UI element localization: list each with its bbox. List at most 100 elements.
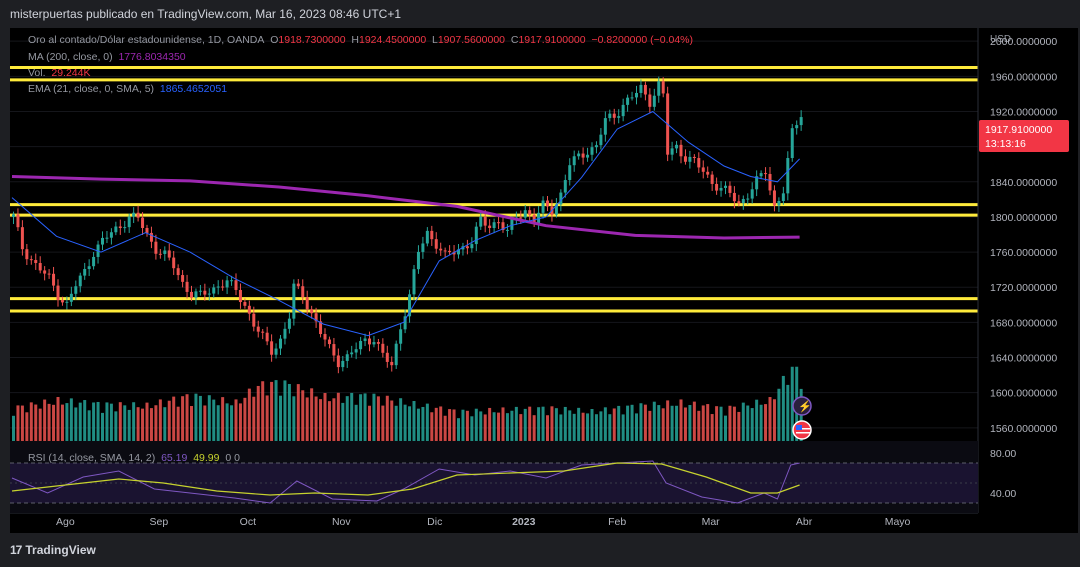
candle [301,286,305,298]
time-tick-label: Oct [240,516,256,528]
volume-bar [479,411,483,441]
volume-bar [764,404,768,441]
volume-bar [261,381,265,441]
price-axis [978,28,1078,513]
volume-bar [176,406,180,441]
volume-bar [376,396,380,441]
candle [795,125,799,129]
candle [697,158,701,168]
volume-bar [657,405,661,441]
candle [563,180,567,193]
candle [190,291,193,298]
volume-bar [590,409,594,441]
volume-bar [52,404,56,441]
price-tick-label: 1600.0000000 [990,388,1057,400]
candle [764,173,768,175]
vol-value: 29.244K [51,67,91,79]
candle [310,309,314,314]
time-tick-label: Sep [150,516,169,528]
volume-bar [608,414,612,441]
rsi-line [11,460,800,504]
volume-bar [425,403,429,441]
volume-bar [679,399,683,441]
volume-bar [310,388,314,441]
axis-unit-label: USD [990,34,1011,45]
candle [559,192,563,205]
open-label: O [270,34,279,46]
volume-bar [510,410,514,441]
volume-bar [594,414,598,441]
candle [56,285,60,301]
candle [292,283,296,319]
candle [443,250,447,252]
volume-bar [710,414,714,441]
flash-icon[interactable]: ⚡ [792,396,812,416]
candle [786,158,790,194]
candle [546,200,549,207]
volume-bar [136,407,140,441]
countdown-label: 13:13:16 [985,138,1026,150]
candle [590,147,594,155]
open-value: 1918.7300000 [278,34,346,46]
rsi-value: 65.19 [161,452,188,464]
svg-text:⚡: ⚡ [798,400,812,413]
candle [270,341,274,355]
candle [341,360,345,368]
tradingview-logo[interactable]: 17 TradingView [10,543,96,557]
volume-bar [497,412,501,441]
volume-bar [541,406,545,441]
candle [332,344,336,356]
volume-bar [225,403,229,441]
volume-bar [167,400,171,441]
volume-bar [118,402,122,441]
volume-bar [92,402,96,441]
publish-header: misterpuertas publicado en TradingView.c… [10,7,401,21]
volume-bar [270,381,274,441]
ma-label: MA (200, close, 0) [28,51,113,63]
candle [532,214,536,224]
candle [238,289,242,303]
ema-legend: EMA (21, close, 0, SMA, 5) 1865.4652051 [28,83,227,95]
volume-bar [212,399,216,441]
price-tick-label: 1920.0000000 [990,106,1057,118]
candle [323,334,327,340]
volume-bar [305,397,309,441]
candle [737,201,741,204]
chart-frame[interactable]: USD 2000.0000000 1960.0000000 1920.0000000 1… [10,28,1078,533]
volume-bar [69,398,73,441]
candle [376,342,380,344]
candle [283,328,287,339]
volume-bar [408,406,412,441]
candle [287,318,291,329]
volume-bar [448,409,452,441]
volume-bar [96,401,100,441]
volume-bar [724,415,727,441]
candle [29,259,33,261]
rsi-extra: 0 0 [225,452,240,464]
us-flag-icon[interactable] [792,420,812,440]
candle [207,293,211,295]
candle [661,81,665,94]
tradingview-wordmark: TradingView [25,543,96,557]
volume-bar [546,415,549,441]
volume-bar [190,406,193,441]
volume-bar [501,407,505,441]
candle [755,176,759,190]
volume-bar [114,411,118,441]
candle [368,338,371,345]
volume-bar [256,385,260,441]
candle [65,301,69,303]
volume-bar [630,404,634,441]
volume-bar [648,410,652,441]
volume-bar [38,408,42,441]
volume-bar [412,401,416,441]
volume-bar [416,408,420,441]
volume-bar [559,414,563,441]
candle [537,212,541,224]
volume-bar [230,405,234,441]
volume-bar [234,399,238,441]
volume-bar [394,405,398,441]
candle [408,294,412,317]
volume-bar [514,406,518,441]
